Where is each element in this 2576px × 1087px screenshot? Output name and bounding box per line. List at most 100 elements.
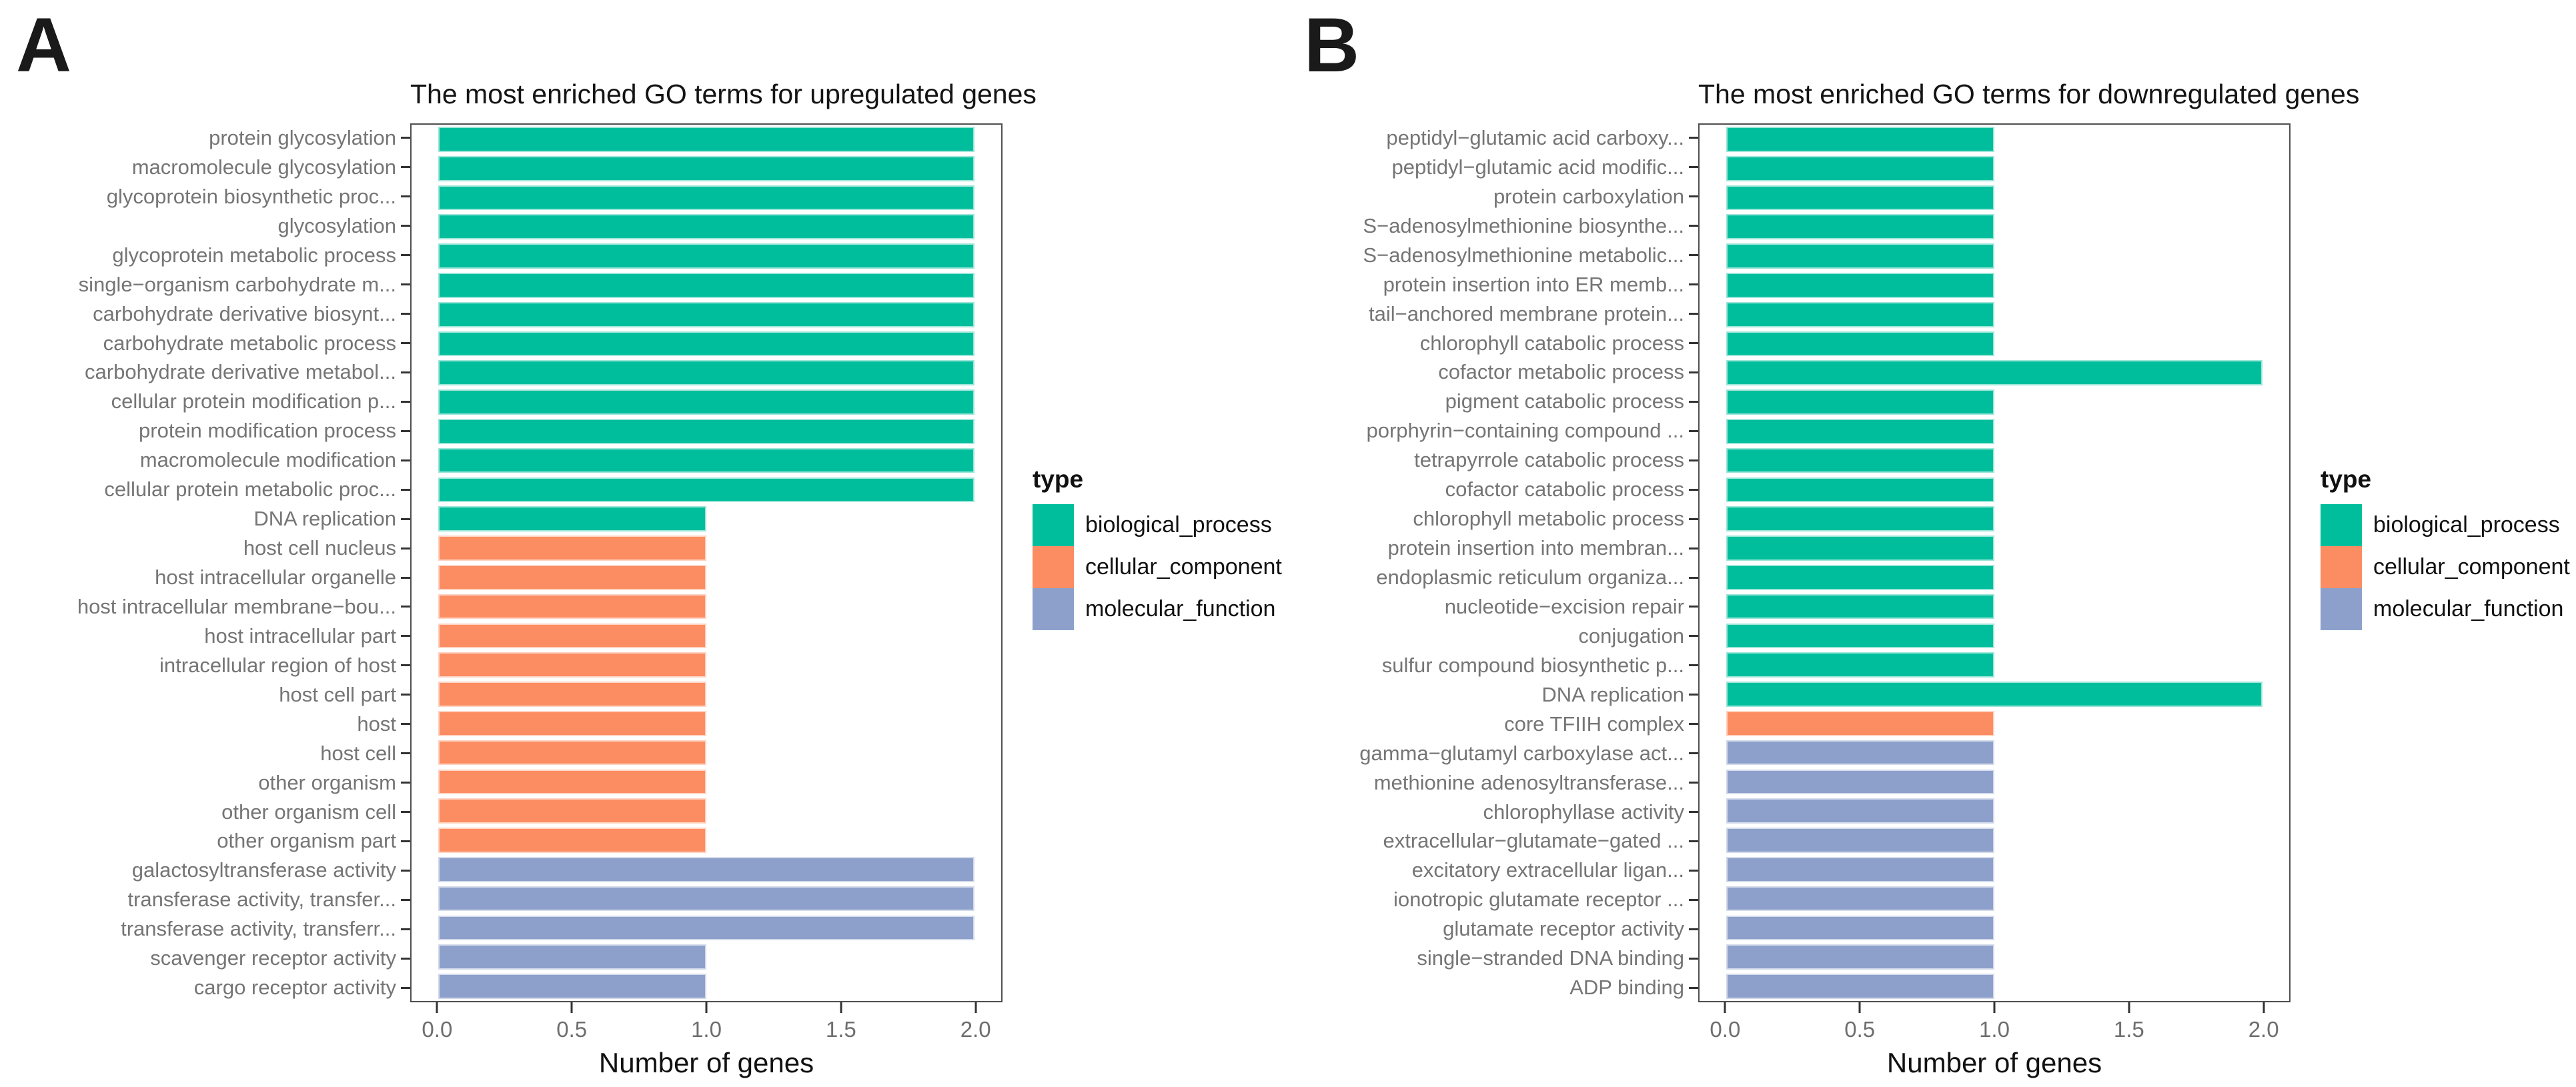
y-axis-label-row: chlorophyll catabolic process	[1288, 329, 1698, 358]
y-axis-label-row: sulfur compound biosynthetic p...	[1288, 651, 1698, 680]
y-axis-tick-mark	[1689, 195, 1698, 198]
y-axis-label: cofactor catabolic process	[1445, 477, 1684, 501]
bar-row	[1700, 475, 2289, 505]
y-axis-label-row: other organism cell	[0, 798, 410, 827]
bar-cellular_component	[438, 828, 706, 853]
bar-biological_process	[1726, 565, 1994, 590]
legend-swatch-molecular_function	[2321, 588, 2362, 630]
y-axis-label-row: glutamate receptor activity	[1288, 914, 1698, 944]
bar-row	[412, 796, 1001, 826]
y-axis-label: S−adenosylmethionine metabolic...	[1363, 243, 1684, 267]
bar-cellular_component	[438, 535, 706, 561]
bar-biological_process	[1726, 477, 1994, 503]
y-axis-tick-mark	[401, 342, 410, 345]
x-axis-tick-label: 2.0	[2248, 1017, 2279, 1042]
bar-row	[1700, 855, 2289, 884]
y-axis-label-row: chlorophyllase activity	[1288, 798, 1698, 827]
y-axis-label-row: porphyrin−containing compound ...	[1288, 416, 1698, 445]
y-axis-label-row: single−stranded DNA binding	[1288, 944, 1698, 973]
bar-row	[412, 241, 1001, 271]
y-axis-label-row: conjugation	[1288, 622, 1698, 651]
y-axis-label: porphyrin−containing compound ...	[1366, 419, 1684, 443]
bar-row	[412, 154, 1001, 183]
y-axis-label-row: carbohydrate derivative biosynt...	[0, 299, 410, 329]
bar-biological_process	[438, 477, 975, 503]
y-axis-label-row: host intracellular membrane−bou...	[0, 592, 410, 622]
bar-cellular_component	[438, 798, 706, 824]
bar-biological_process	[1726, 535, 1994, 561]
y-axis-label-row: other organism	[0, 768, 410, 798]
bar-molecular_function	[1726, 915, 1994, 941]
bar-row	[412, 768, 1001, 797]
legend-entry: biological_process	[2321, 504, 2574, 546]
y-axis-label: host cell	[320, 741, 396, 765]
y-axis-tick-mark	[401, 547, 410, 550]
bar-row	[1700, 563, 2289, 592]
y-axis-tick-mark	[401, 928, 410, 930]
bar-row	[1700, 504, 2289, 533]
x-axis-tick-mark	[436, 1002, 438, 1013]
legend-swatch-cellular_component	[2321, 546, 2362, 588]
legend-swatch-biological_process	[1033, 504, 1074, 546]
y-axis-label: S−adenosylmethionine biosynthe...	[1363, 213, 1684, 237]
x-axis-tick-label: 1.0	[1979, 1017, 2010, 1042]
y-axis-label: DNA replication	[1541, 682, 1684, 706]
y-axis-tick-mark	[1689, 957, 1698, 960]
y-axis-label: protein modification process	[139, 419, 396, 443]
y-axis-label-row: DNA replication	[0, 504, 410, 533]
y-axis-label-row: extracellular−glutamate−gated ...	[1288, 827, 1698, 856]
y-axis-label: glycosylation	[277, 213, 396, 237]
y-axis-label: nucleotide−excision repair	[1444, 594, 1684, 618]
bar-row	[412, 650, 1001, 680]
y-axis-label: protein insertion into membran...	[1387, 536, 1684, 560]
y-axis-label: conjugation	[1578, 624, 1684, 648]
y-axis-label-row: glycoprotein biosynthetic proc...	[0, 182, 410, 211]
bar-row	[412, 592, 1001, 622]
y-axis-label: methionine adenosyltransferase...	[1373, 770, 1684, 794]
bar-molecular_function	[1726, 798, 1994, 824]
bar-cellular_component	[438, 565, 706, 590]
bar-molecular_function	[1726, 828, 1994, 853]
legend-label: cellular_component	[1085, 554, 1282, 580]
y-axis-tick-mark	[401, 488, 410, 491]
y-axis-tick-mark	[401, 429, 410, 432]
y-axis-label-row: carbohydrate derivative metabol...	[0, 358, 410, 387]
bar-row	[1700, 738, 2289, 768]
y-axis-tick-mark	[1689, 986, 1698, 989]
legend-entry: molecular_function	[2321, 588, 2574, 630]
y-axis-tick-mark	[401, 166, 410, 169]
y-axis-label-row: tail−anchored membrane protein...	[1288, 299, 1698, 329]
bar-biological_process	[1726, 127, 1994, 152]
y-axis-label-row: host cell nucleus	[0, 533, 410, 563]
bar-row	[1700, 533, 2289, 563]
y-axis-label-row: macromolecule modification	[0, 445, 410, 475]
bar-row	[412, 183, 1001, 213]
bar-row	[1700, 592, 2289, 622]
bar-biological_process	[1726, 185, 1994, 211]
y-axis-label: other organism cell	[221, 800, 396, 824]
bar-biological_process	[1726, 360, 2263, 386]
y-axis-label-row: scavenger receptor activity	[0, 944, 410, 973]
y-axis-tick-mark	[401, 752, 410, 755]
y-axis-tick-mark	[401, 371, 410, 373]
bar-row	[1700, 387, 2289, 417]
legend-swatch-cellular_component	[1033, 546, 1074, 588]
bar-molecular_function	[438, 974, 706, 999]
y-axis-label-row: nucleotide−excision repair	[1288, 592, 1698, 622]
bar-row	[412, 125, 1001, 154]
y-axis-labels-a: protein glycosylation macromolecule glyco…	[0, 123, 410, 1002]
x-axis-tick-mark	[2263, 1002, 2265, 1013]
bar-cellular_component	[438, 682, 706, 707]
y-axis-label-row: host intracellular organelle	[0, 563, 410, 592]
y-axis-label-row: macromolecule glycosylation	[0, 153, 410, 182]
x-axis-tick-mark	[570, 1002, 573, 1013]
bar-row	[1700, 300, 2289, 329]
y-axis-label: host	[357, 712, 396, 736]
x-axis-tick-label: 0.5	[1844, 1017, 1876, 1042]
y-axis-label-row: host cell	[0, 739, 410, 768]
bar-biological_process	[438, 185, 975, 211]
x-axis-tick-mark	[1858, 1002, 1861, 1013]
y-axis-tick-mark	[1689, 635, 1698, 638]
bar-row	[412, 914, 1001, 943]
